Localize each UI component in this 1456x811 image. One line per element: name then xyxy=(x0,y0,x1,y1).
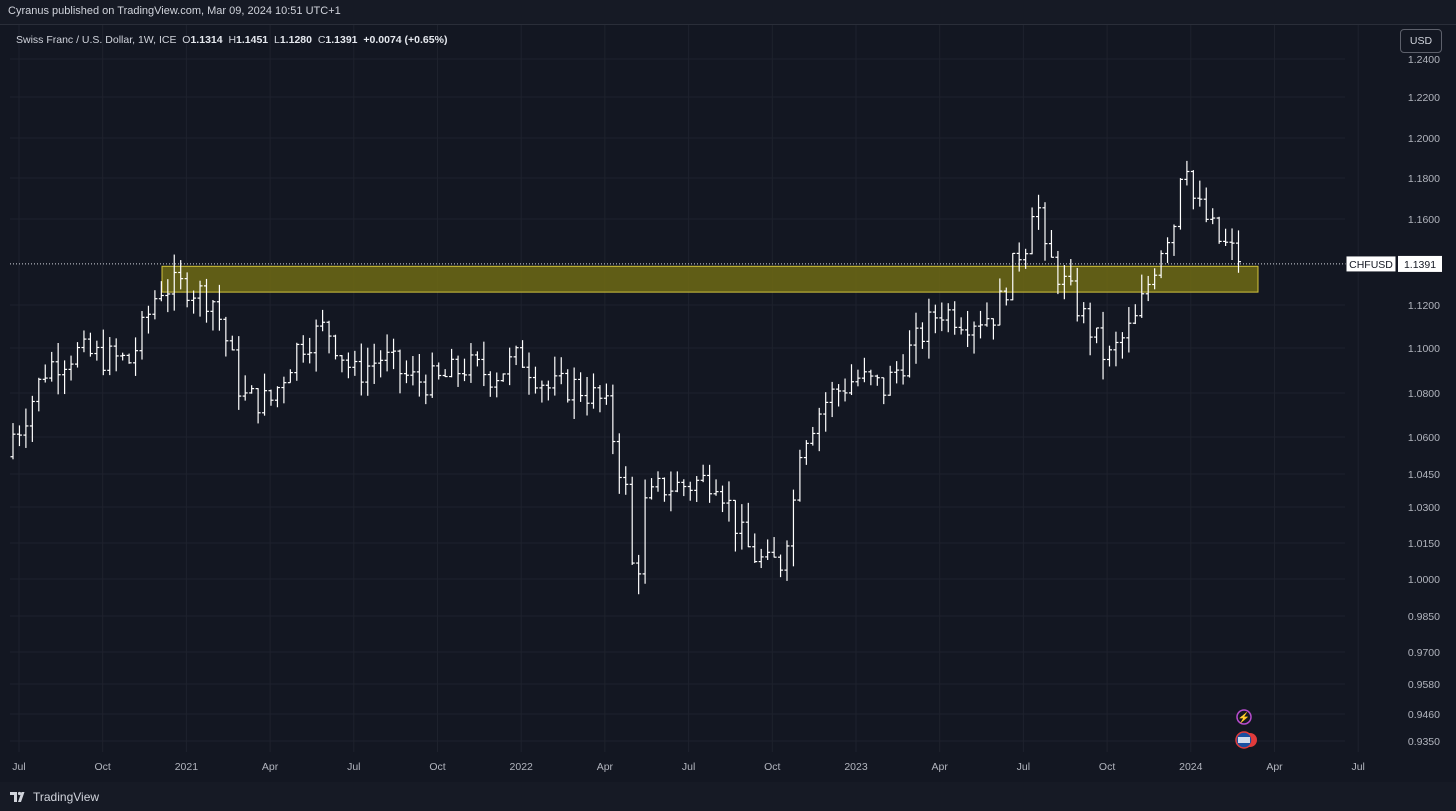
x-tick-label: Apr xyxy=(1266,761,1283,773)
x-tick-label: Oct xyxy=(764,761,780,773)
last-price-label: 1.1391 xyxy=(1404,259,1436,271)
y-tick-label: 1.0300 xyxy=(1408,502,1440,514)
brand-name: TradingView xyxy=(33,790,100,804)
y-tick-label: 1.2200 xyxy=(1408,92,1440,104)
x-tick-label: Jul xyxy=(347,761,360,773)
publish-header: Cyranus published on TradingView.com, Ma… xyxy=(0,0,1456,25)
close-value: 1.1391 xyxy=(325,34,358,46)
y-tick-label: 1.1600 xyxy=(1408,214,1440,226)
y-tick-label: 1.1200 xyxy=(1408,300,1440,312)
symbol-label: CHFUSD xyxy=(1349,259,1393,271)
symbol-label-bg xyxy=(1345,255,1397,273)
x-tick-label: 2022 xyxy=(510,761,534,773)
x-tick-label: Jul xyxy=(1017,761,1030,773)
us-flag-stripes xyxy=(1238,737,1250,743)
high-label: H xyxy=(228,34,237,46)
y-tick-label: 1.2400 xyxy=(1408,54,1440,66)
x-tick-label: Jul xyxy=(682,761,695,773)
y-tick-label: 0.9580 xyxy=(1408,679,1440,691)
y-tick-label: 1.1800 xyxy=(1408,173,1440,185)
change-value: +0.0074 (+0.65%) xyxy=(363,34,448,46)
y-tick-label: 1.0150 xyxy=(1408,538,1440,550)
high-value: 1.1451 xyxy=(236,34,269,46)
x-tick-label: Apr xyxy=(932,761,949,773)
x-tick-label: Jul xyxy=(1351,761,1364,773)
low-value: 1.1280 xyxy=(279,34,312,46)
currency-button[interactable]: USD xyxy=(1400,29,1442,53)
y-tick-label: 1.2000 xyxy=(1408,133,1440,145)
y-tick-label: 0.9700 xyxy=(1408,647,1440,659)
y-tick-label: 0.9350 xyxy=(1408,736,1440,748)
footer: TradingView xyxy=(0,782,1456,811)
chart-area[interactable]: 1.2400 1.2200 1.2000 1.1800 1.1600 1.1200 1.10… xyxy=(0,25,1456,782)
x-tick-label: 2023 xyxy=(844,761,868,773)
ohlc-chart[interactable]: 1.2400 1.2200 1.2000 1.1800 1.1600 1.1200 1.10… xyxy=(0,25,1456,782)
low-label: L xyxy=(274,34,280,46)
x-tick-label: 2024 xyxy=(1179,761,1203,773)
chart-background xyxy=(0,25,1456,782)
x-tick-label: Jul xyxy=(12,761,25,773)
y-tick-label: 1.0450 xyxy=(1408,469,1440,481)
y-tick-label: 1.0000 xyxy=(1408,574,1440,586)
publish-line: Cyranus published on TradingView.com, Ma… xyxy=(8,5,341,17)
tradingview-logo-icon xyxy=(10,791,25,802)
open-label: O xyxy=(182,34,191,46)
y-tick-label: 1.1000 xyxy=(1408,343,1440,355)
x-tick-label: Apr xyxy=(262,761,279,773)
x-tick-label: Apr xyxy=(597,761,614,773)
symbol-legend: Swiss Franc / U.S. Dollar, 1W, ICE O1.13… xyxy=(16,34,447,46)
x-tick-label: Oct xyxy=(429,761,445,773)
close-label: C xyxy=(317,34,326,46)
x-tick-label: Oct xyxy=(1099,761,1115,773)
lightning-glyph: ⚡ xyxy=(1238,711,1250,724)
support-zone-rectangle xyxy=(161,265,1259,293)
last-price-label-bg xyxy=(1398,255,1442,272)
y-tick-label: 1.0800 xyxy=(1408,388,1440,400)
y-tick-label: 1.0600 xyxy=(1408,432,1440,444)
lightning-event-icon xyxy=(1236,709,1252,725)
x-tick-label: Oct xyxy=(95,761,111,773)
symbol-description: Swiss Franc / U.S. Dollar, 1W, ICE xyxy=(16,34,177,46)
tradingview-logo[interactable]: TradingView xyxy=(10,790,99,804)
x-tick-label: 2021 xyxy=(175,761,199,773)
open-value: 1.1314 xyxy=(190,34,223,46)
y-tick-label: 0.9460 xyxy=(1408,709,1440,721)
y-tick-label: 0.9850 xyxy=(1408,611,1440,623)
